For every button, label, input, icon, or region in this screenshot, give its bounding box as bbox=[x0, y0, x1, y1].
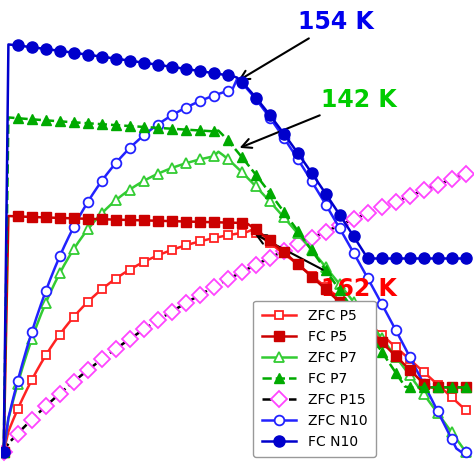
FC P5 bbox=[6, 213, 11, 219]
FC N10 bbox=[113, 56, 118, 62]
ZFC P7 bbox=[216, 149, 221, 155]
ZFC P7 bbox=[1, 449, 7, 455]
Line: ZFC P15: ZFC P15 bbox=[0, 168, 471, 457]
ZFC P7 bbox=[281, 214, 287, 220]
ZFC P15 bbox=[463, 171, 468, 177]
FC P7 bbox=[244, 160, 249, 165]
ZFC N10 bbox=[90, 192, 95, 198]
FC N10 bbox=[6, 42, 11, 47]
Text: 154 K: 154 K bbox=[240, 10, 374, 80]
ZFC P5 bbox=[108, 279, 114, 285]
ZFC P15 bbox=[1, 449, 7, 455]
FC N10 bbox=[463, 255, 468, 261]
FC N10 bbox=[1, 449, 7, 455]
ZFC P15 bbox=[90, 364, 95, 369]
FC N10 bbox=[244, 84, 249, 90]
FC P7 bbox=[444, 384, 450, 390]
FC P5 bbox=[113, 217, 118, 222]
Line: ZFC P5: ZFC P5 bbox=[0, 226, 470, 456]
ZFC P5 bbox=[239, 230, 245, 236]
ZFC N10 bbox=[430, 399, 436, 405]
ZFC P5 bbox=[444, 390, 450, 396]
ZFC N10 bbox=[234, 76, 240, 82]
ZFC N10 bbox=[281, 135, 287, 141]
Line: FC P7: FC P7 bbox=[0, 113, 471, 456]
FC P5 bbox=[281, 249, 287, 255]
ZFC P7 bbox=[108, 201, 114, 207]
FC P5 bbox=[444, 384, 450, 390]
ZFC P5 bbox=[430, 377, 436, 383]
ZFC P15 bbox=[239, 269, 245, 275]
FC N10 bbox=[281, 131, 287, 137]
ZFC P5 bbox=[281, 251, 287, 256]
FC P5 bbox=[463, 384, 468, 390]
FC P7 bbox=[1, 449, 7, 455]
ZFC P7 bbox=[444, 423, 450, 429]
FC P5 bbox=[244, 220, 249, 226]
FC P7 bbox=[281, 209, 287, 214]
ZFC P15 bbox=[426, 185, 431, 191]
Text: 142 K: 142 K bbox=[242, 88, 397, 148]
ZFC N10 bbox=[444, 427, 450, 433]
ZFC P15 bbox=[439, 180, 445, 186]
ZFC P7 bbox=[244, 174, 249, 180]
ZFC P5 bbox=[1, 449, 7, 455]
ZFC P5 bbox=[463, 407, 468, 413]
Line: FC P5: FC P5 bbox=[0, 211, 471, 456]
ZFC P5 bbox=[248, 228, 254, 233]
ZFC P5 bbox=[90, 295, 95, 301]
ZFC P7 bbox=[463, 449, 468, 455]
ZFC N10 bbox=[108, 166, 114, 172]
FC P5 bbox=[1, 449, 7, 455]
Text: 162 K: 162 K bbox=[257, 235, 397, 301]
ZFC P15 bbox=[108, 349, 114, 355]
FC P7 bbox=[430, 384, 436, 390]
FC P7 bbox=[6, 115, 11, 120]
ZFC P15 bbox=[276, 250, 282, 256]
ZFC P7 bbox=[90, 221, 95, 227]
ZFC P7 bbox=[430, 404, 436, 410]
ZFC N10 bbox=[463, 449, 468, 455]
FC N10 bbox=[430, 255, 436, 261]
Line: ZFC P7: ZFC P7 bbox=[0, 147, 471, 456]
FC P5 bbox=[430, 384, 436, 390]
FC N10 bbox=[94, 53, 100, 59]
Line: FC N10: FC N10 bbox=[0, 39, 471, 457]
FC P7 bbox=[463, 384, 468, 390]
FC P7 bbox=[113, 122, 118, 128]
ZFC N10 bbox=[244, 85, 249, 91]
FC P7 bbox=[94, 121, 100, 127]
ZFC N10 bbox=[1, 449, 7, 455]
FC N10 bbox=[444, 255, 450, 261]
Legend: ZFC P5, FC P5, ZFC P7, FC P7, ZFC P15, ZFC N10, FC N10: ZFC P5, FC P5, ZFC P7, FC P7, ZFC P15, Z… bbox=[254, 301, 375, 457]
Line: ZFC N10: ZFC N10 bbox=[0, 74, 471, 456]
FC P5 bbox=[94, 216, 100, 222]
